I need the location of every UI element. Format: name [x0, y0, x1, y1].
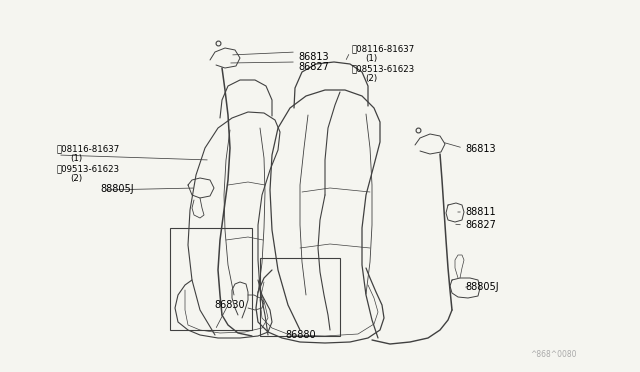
Text: Ⓑ08116-81637: Ⓑ08116-81637	[352, 44, 415, 53]
Text: 86827: 86827	[298, 62, 329, 72]
Text: (1): (1)	[365, 54, 377, 63]
Text: (1): (1)	[70, 154, 82, 163]
Text: 88811: 88811	[465, 207, 495, 217]
Bar	[170, 228, 252, 330]
Text: 86827: 86827	[465, 220, 496, 230]
Text: 86813: 86813	[298, 52, 328, 62]
Text: 88805J: 88805J	[465, 282, 499, 292]
Text: (2): (2)	[70, 174, 82, 183]
Text: Ⓜ08513-61623: Ⓜ08513-61623	[352, 64, 415, 73]
Text: 88805J: 88805J	[100, 184, 134, 194]
Text: 86813: 86813	[465, 144, 495, 154]
Text: ^868^0080: ^868^0080	[530, 350, 577, 359]
Text: 86880: 86880	[285, 330, 316, 340]
Text: Ⓑ08116-81637: Ⓑ08116-81637	[57, 144, 120, 153]
Text: Ⓜ09513-61623: Ⓜ09513-61623	[57, 164, 120, 173]
Text: 86830: 86830	[214, 300, 244, 310]
Bar	[260, 258, 340, 336]
Text: (2): (2)	[365, 74, 377, 83]
